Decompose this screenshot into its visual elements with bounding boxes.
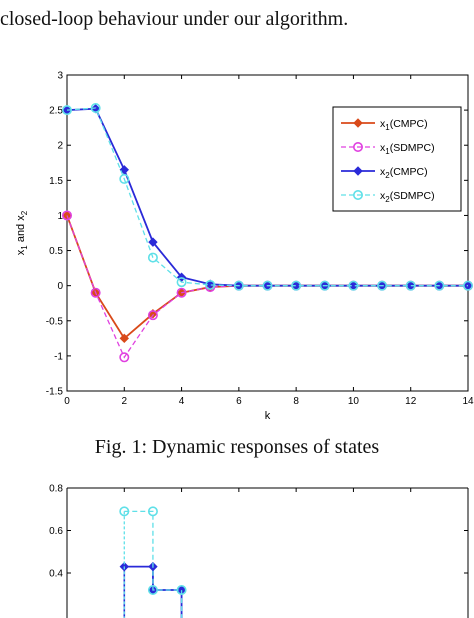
- x-tick-label: 6: [236, 396, 242, 407]
- x-tick-label: 4: [179, 396, 185, 407]
- data-point: [462, 280, 473, 291]
- data-point: [319, 280, 330, 291]
- x-axis-label: k: [265, 410, 271, 420]
- series-step-1: [124, 510, 183, 618]
- x-tick-label: 12: [405, 396, 417, 407]
- data-point: [233, 280, 244, 291]
- data-point: [176, 584, 187, 595]
- series-line-3: [66, 107, 468, 287]
- data-point: [348, 280, 359, 291]
- y-tick-label: 3: [57, 71, 63, 82]
- data-point: [205, 279, 215, 289]
- legend-entry: x2(CMPC): [380, 166, 428, 180]
- data-point: [90, 103, 101, 114]
- data-point: [90, 287, 101, 298]
- legend-entry: x1(CMPC): [380, 118, 428, 132]
- legend-entry: x1(SDMPC): [380, 142, 435, 156]
- figure-caption: Fig. 1: Dynamic responses of states: [94, 436, 380, 458]
- data-point: [405, 280, 416, 291]
- x-tick-label: 14: [462, 396, 474, 407]
- y-axis-label: x1 and x2: [15, 210, 29, 255]
- data-point: [262, 280, 273, 291]
- header-text: closed-loop behaviour under our algorith…: [0, 8, 349, 30]
- data-point: [147, 252, 158, 263]
- data-point: [291, 280, 302, 291]
- y-tick-label: 0.6: [49, 526, 63, 537]
- data-point: [119, 333, 129, 344]
- data-point: [119, 173, 130, 184]
- data-point: [377, 280, 388, 291]
- data-point: [119, 352, 130, 363]
- y-tick-label: 0.8: [49, 484, 63, 495]
- data-point: [148, 237, 158, 247]
- data-point: [61, 210, 72, 221]
- x-tick-label: 10: [348, 396, 360, 407]
- data-point: [176, 277, 187, 288]
- legend-marker: [352, 142, 363, 153]
- legend-marker: [352, 190, 363, 201]
- data-point: [147, 310, 158, 321]
- y-tick-label: 1.5: [49, 176, 63, 187]
- data-point: [61, 105, 72, 116]
- y-tick-label: 2.5: [49, 106, 63, 117]
- y-tick-label: -0.5: [46, 316, 64, 327]
- x-tick-label: 2: [122, 396, 128, 407]
- y-tick-label: 0: [57, 281, 63, 292]
- data-point: [176, 287, 187, 298]
- y-tick-label: 0.5: [49, 246, 63, 257]
- data-point: [119, 506, 130, 517]
- y-tick-label: -1: [54, 351, 63, 362]
- data-point: [147, 584, 158, 595]
- x-tick-label: 0: [64, 396, 70, 407]
- data-point: [434, 280, 445, 291]
- legend-marker: [353, 118, 363, 128]
- x-tick-label: 8: [293, 396, 299, 407]
- data-point: [119, 165, 129, 175]
- y-tick-label: -1.5: [46, 387, 64, 398]
- y-tick-label: 2: [57, 141, 63, 152]
- y-tick-label: 1: [57, 211, 63, 222]
- data-point: [205, 279, 216, 290]
- data-point: [147, 506, 158, 517]
- series-step-0: [124, 565, 183, 618]
- chart-dynamic-responses: 0 2 4 6 8 10 12 14 -1.5 -1 -0.5 0 0.5 1 1.5 2 2.5 3 k x1 an…: [15, 71, 474, 421]
- legend-marker: [353, 166, 363, 176]
- y-tick-label: 0.4: [49, 569, 63, 580]
- legend-entry: x2(SDMPC): [380, 190, 435, 204]
